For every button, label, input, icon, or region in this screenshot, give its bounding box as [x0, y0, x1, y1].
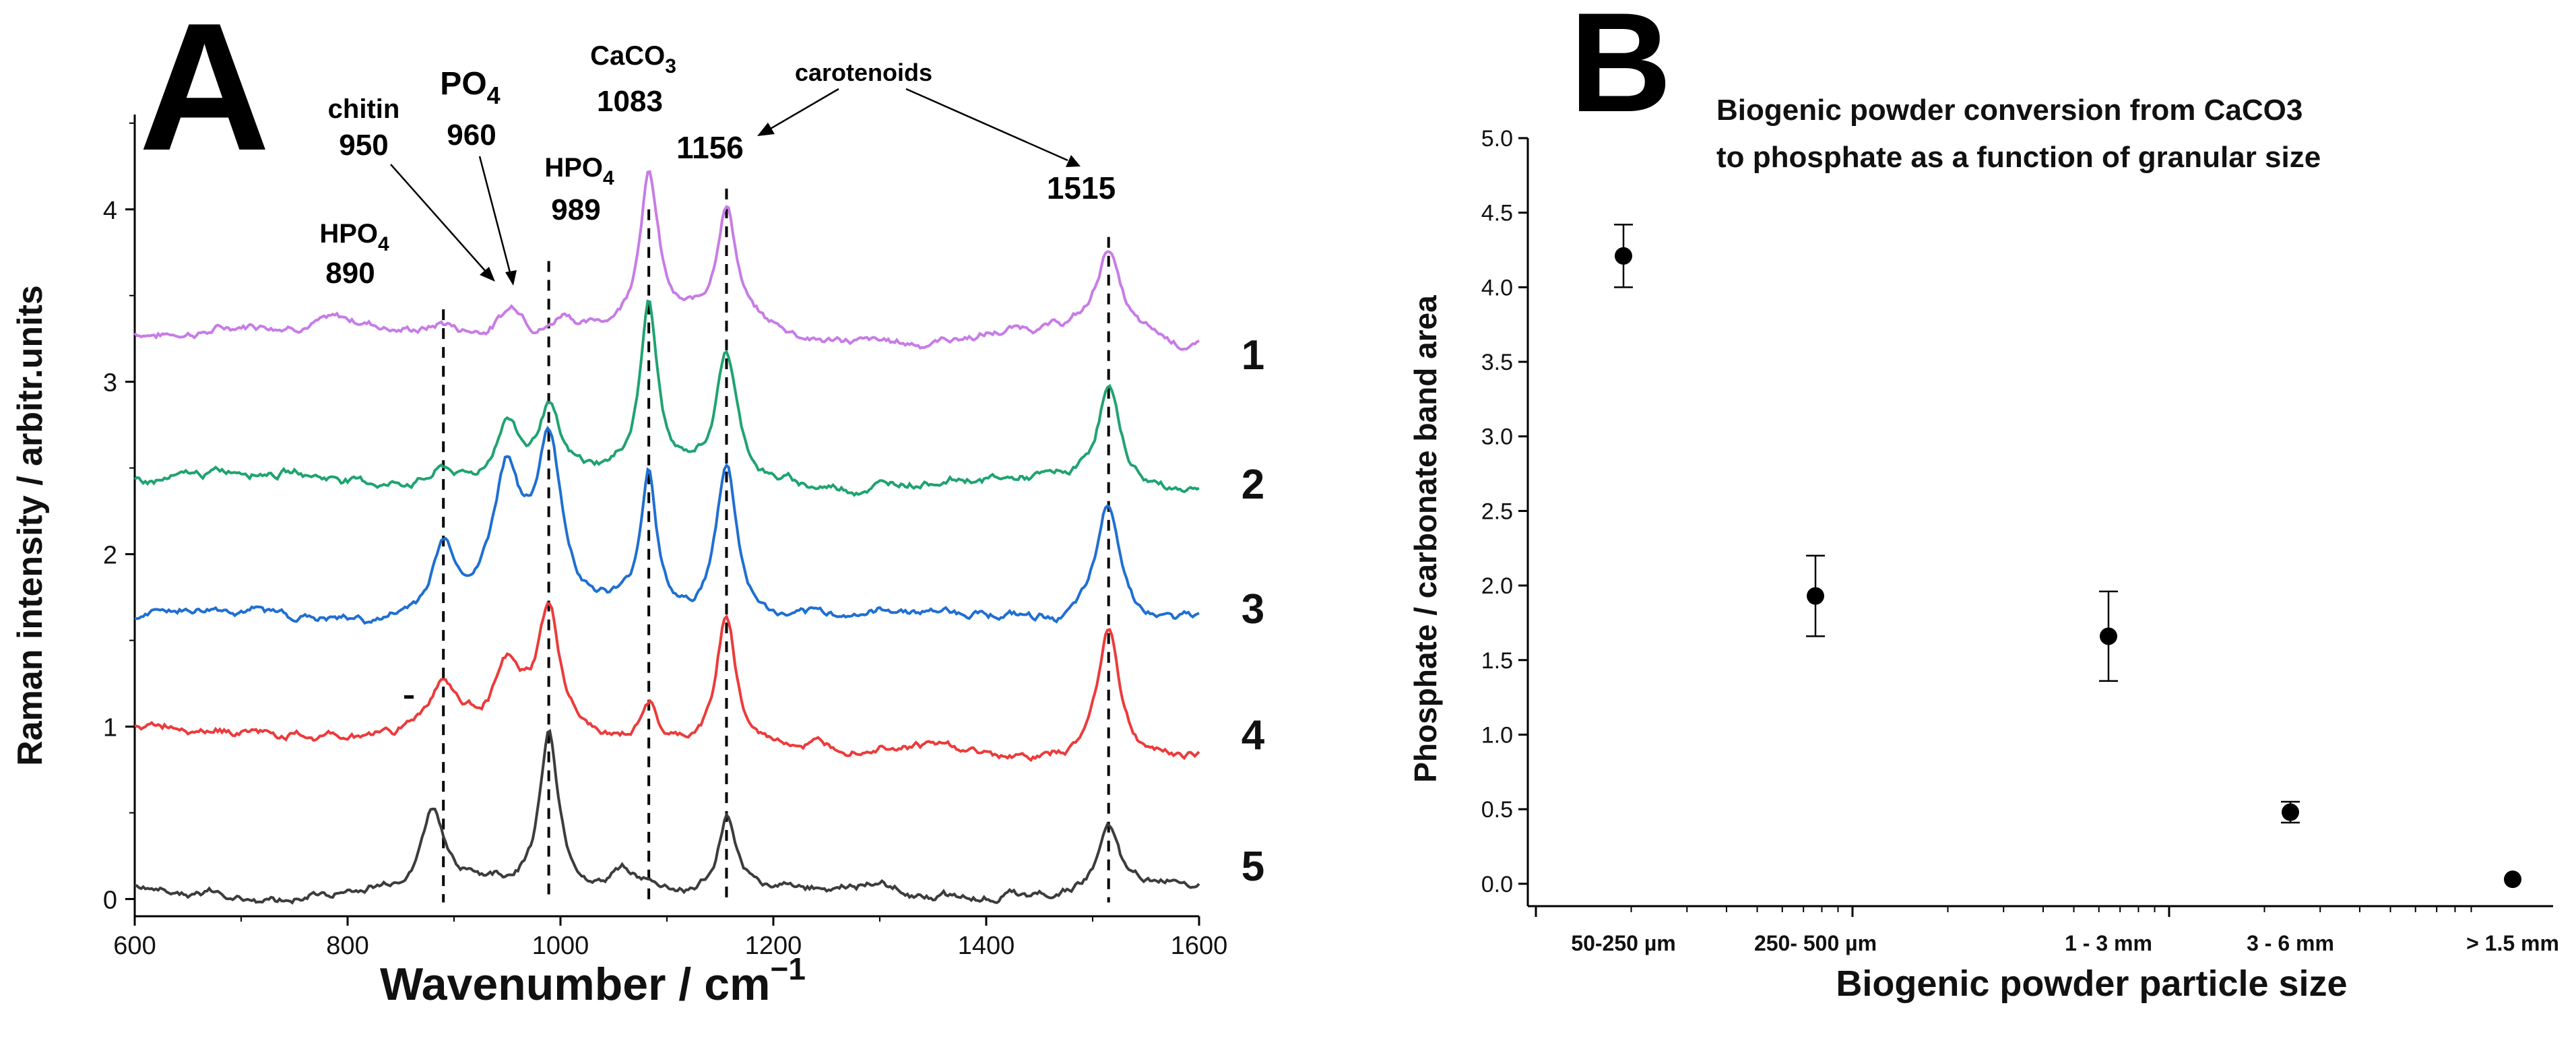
data-point [1615, 247, 1632, 265]
carotenoids-arrow-left [769, 88, 839, 131]
b-y-tick-label: 4.0 [1481, 275, 1513, 300]
b-x-category-label: 3 - 6 mm [2247, 931, 2334, 955]
annotation-chitin-value: 950 [339, 129, 388, 162]
b-x-category-label: 250- 500 µm [1754, 931, 1877, 955]
panel-b-points [1614, 224, 2521, 889]
panel-b-x-axis-title: Biogenic powder particle size [1836, 963, 2347, 1004]
x-axis-title: Wavenumber / cm−1 [380, 951, 806, 1010]
annotation-hpo4-989: HPO4 989 [544, 153, 614, 226]
annotation-hpo4-890-value: 890 [325, 257, 375, 290]
series-label-5: 5 [1242, 843, 1264, 890]
panel-b: B Biogenic powder conversion from CaCO3 … [1408, 0, 2559, 1004]
data-point [2504, 870, 2521, 889]
b-y-tick-label: 0.0 [1481, 872, 1513, 897]
x-tick-label: 800 [326, 932, 368, 960]
panel-a-ticks: 600 800 1000 1200 1400 1600 0 1 2 3 4 [103, 122, 1228, 960]
po4-arrow-line [478, 156, 512, 276]
annotation-hpo4-890-name: HPO4 [319, 219, 389, 255]
data-point [1807, 587, 1824, 605]
po4-arrow-head [505, 270, 517, 286]
b-x-category-label: 1 - 3 mm [2065, 931, 2152, 955]
annotation-chitin-name: chitin [328, 94, 400, 124]
chitin-arrow-head [480, 267, 495, 282]
series-label-1: 1 [1242, 332, 1264, 379]
b-x-category-label: > 1.5 mm [2466, 931, 2559, 955]
panel-a-series-labels: 1 2 3 4 5 [1242, 332, 1265, 890]
panel-a-peak-markers [442, 189, 1110, 903]
panel-b-ticks: 0.0 0.5 1.0 1.5 2.0 2.5 3.0 3.5 4.0 4.5 5.0 50-250 … [1481, 126, 2559, 955]
annotation-po4-name: PO4 [440, 66, 500, 109]
panel-a-label: A [139, 0, 270, 189]
carotenoids-1156-value: 1156 [676, 130, 744, 165]
panel-b-y-axis-title: Phosphate / carbonate band area [1408, 295, 1443, 783]
spectrum-line-2 [133, 299, 1200, 497]
panel-b-axes [1526, 138, 2553, 907]
annotation-caco3-value: 1083 [597, 85, 663, 118]
panel-b-title-line-2: to phosphate as a function of granular s… [1716, 141, 2321, 174]
carotenoids-arrow-right [905, 88, 1068, 162]
b-y-tick-label: 5.0 [1481, 126, 1513, 152]
carotenoids-arrow-left-head [757, 123, 775, 136]
spectrum-line-5 [134, 728, 1200, 905]
series-label-4: 4 [1242, 712, 1265, 759]
series-label-3: 3 [1242, 586, 1264, 633]
annotation-po4-960: PO4 960 [440, 66, 517, 286]
x-tick-label: 1000 [532, 932, 589, 960]
carotenoids-1515-value: 1515 [1047, 170, 1116, 205]
spectrum-line-1 [133, 170, 1200, 351]
y-tick-label: 0 [103, 886, 117, 914]
y-axis-title: Raman intensity / arbitr.units [11, 285, 50, 766]
panel-b-title-line-1: Biogenic powder conversion from CaCO3 [1716, 94, 2303, 127]
carotenoids-label: carotenoids [795, 59, 932, 86]
b-y-tick-label: 0.5 [1481, 797, 1513, 823]
b-y-tick-label: 1.5 [1481, 648, 1513, 674]
x-axis-title-superscript: −1 [770, 951, 805, 986]
annotation-hpo4-989-value: 989 [551, 193, 600, 226]
panel-b-label: B [1570, 0, 1672, 141]
spectrum-line-4 [134, 601, 1200, 763]
b-y-tick-label: 3.5 [1481, 350, 1513, 375]
b-y-tick-label: 2.5 [1481, 499, 1513, 524]
b-x-category-label: 50-250 µm [1571, 931, 1675, 955]
panel-a-axes [133, 115, 1199, 918]
series-label-2: 2 [1242, 461, 1264, 508]
x-tick-label: 1600 [1171, 932, 1228, 960]
panel-a: A 600 800 1000 1200 1400 1600 0 1 2 3 4 1 2 3 4 5 Wave… [11, 0, 1265, 1010]
annotation-po4-value: 960 [447, 119, 496, 152]
annotation-chitin-950: chitin 950 [328, 94, 495, 282]
b-y-tick-label: 3.0 [1481, 424, 1513, 450]
y-tick-label: 3 [103, 369, 117, 397]
spectrum-line-3 [134, 425, 1200, 625]
b-y-tick-label: 4.5 [1481, 201, 1513, 226]
x-axis-title-text: Wavenumber / cm [380, 959, 770, 1010]
y-tick-label: 1 [103, 713, 117, 742]
x-tick-label: 1400 [958, 932, 1015, 960]
annotation-hpo4-989-name: HPO4 [544, 153, 614, 189]
data-point [2282, 803, 2299, 821]
b-y-tick-label: 2.0 [1481, 573, 1513, 599]
b-y-tick-label: 1.0 [1481, 722, 1513, 748]
small-marker [404, 695, 414, 699]
x-tick-label: 1200 [745, 932, 802, 960]
chitin-arrow-line [390, 164, 487, 273]
y-tick-label: 4 [103, 197, 117, 225]
x-tick-label: 600 [113, 932, 156, 960]
carotenoids-arrow-right-head [1066, 155, 1081, 167]
annotation-caco3-name: CaCO3 [590, 41, 676, 77]
annotation-caco3-1083: CaCO3 1083 [590, 41, 676, 118]
annotation-carotenoids: carotenoids 1156 1515 [676, 59, 1116, 205]
data-point [2100, 627, 2117, 645]
y-tick-label: 2 [103, 542, 117, 570]
panel-a-series [133, 170, 1200, 905]
annotation-hpo4-890: HPO4 890 [319, 219, 389, 290]
